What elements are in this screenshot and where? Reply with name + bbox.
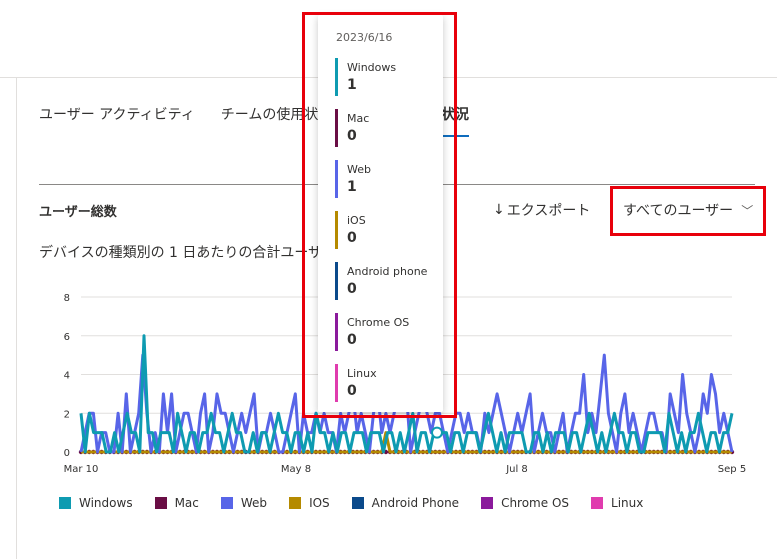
tooltip-row: Linux 0 — [335, 364, 435, 402]
tooltip-color-bar — [335, 262, 338, 300]
legend-label: Chrome OS — [501, 496, 570, 510]
legend-label: Web — [240, 496, 268, 510]
tooltip-series-value: 0 — [347, 383, 357, 399]
export-label: エクスポート — [506, 203, 591, 219]
x-tick-label: Sep 5 — [718, 464, 746, 475]
user-filter-dropdown[interactable]: すべてのユーザー ﹀ — [623, 200, 753, 220]
legend-label: Android Phone — [371, 496, 460, 510]
export-button[interactable]: ↓ エクスポート — [493, 200, 590, 220]
highlight-filter-box — [610, 186, 766, 236]
tooltip-row: Windows 1 — [335, 58, 435, 96]
card-title: ユーザー総数 — [39, 205, 117, 220]
legend-swatch — [481, 497, 494, 509]
tooltip-row: Web 1 — [335, 160, 435, 198]
tooltip-series-name: Android phone — [347, 265, 428, 278]
series-line-windows — [79, 334, 734, 454]
tooltip-date: 2023/6/16 — [336, 31, 393, 44]
y-tick-label: 8 — [64, 293, 70, 304]
tooltip-color-bar — [335, 109, 338, 147]
tooltip-color-bar — [335, 160, 338, 198]
tooltip-color-bar — [335, 364, 338, 402]
legend-item[interactable]: Windows — [59, 496, 133, 510]
x-tick-label: May 8 — [281, 464, 311, 475]
highlight-tooltip-box — [302, 12, 457, 418]
tooltip-row: iOS 0 — [335, 211, 435, 249]
nav-divider — [16, 78, 17, 559]
legend-swatch — [351, 497, 364, 509]
legend-swatch — [154, 497, 167, 509]
legend-label: IOS — [309, 496, 330, 510]
legend-swatch — [59, 497, 71, 509]
tooltip-color-bar — [335, 313, 338, 351]
y-tick-label: 0 — [64, 448, 70, 459]
tooltip-series-value: 0 — [347, 128, 357, 144]
download-icon: ↓ — [493, 202, 505, 218]
legend-swatch — [591, 497, 604, 509]
tooltip-series-name: iOS — [347, 214, 366, 227]
legend-item[interactable]: Web — [220, 496, 268, 510]
tab-teams-usage[interactable]: チームの使用状 — [220, 107, 319, 123]
legend-item[interactable]: Mac — [154, 496, 199, 510]
tooltip-series-name: Web — [347, 163, 371, 176]
y-tick-label: 6 — [64, 332, 70, 343]
hover-marker — [431, 426, 443, 439]
x-tick-label: Jul 8 — [505, 464, 528, 475]
tab-bar: ユーザー アクティビティ チームの使用状 — [39, 104, 318, 124]
tooltip-series-value: 0 — [347, 230, 357, 246]
tooltip-row: Android phone 0 — [335, 262, 435, 300]
tooltip-color-bar — [335, 211, 338, 249]
series-line-ios — [81, 431, 732, 454]
legend-label: Windows — [79, 496, 133, 510]
legend-label: Mac — [174, 496, 199, 510]
tooltip-series-value: 1 — [347, 179, 357, 195]
legend-item[interactable]: Android Phone — [351, 496, 460, 510]
tooltip-series-name: Mac — [347, 112, 370, 125]
tooltip-series-value: 0 — [347, 332, 357, 348]
legend-swatch — [289, 497, 302, 509]
tooltip-row: Chrome OS 0 — [335, 313, 435, 351]
tooltip-color-bar — [335, 58, 338, 96]
active-tab-indicator — [436, 135, 469, 137]
data-tooltip: 2023/6/16 Windows 1 Mac 0 Web 1 iOS 0 Android ph… — [318, 15, 443, 412]
legend-item[interactable]: Linux — [591, 496, 643, 510]
y-tick-label: 4 — [64, 371, 70, 382]
legend-item[interactable]: IOS — [289, 496, 330, 510]
tooltip-series-name: Windows — [347, 61, 397, 74]
y-tick-label: 2 — [64, 409, 70, 420]
user-filter-label: すべてのユーザー — [623, 203, 734, 219]
legend-label: Linux — [611, 496, 644, 510]
tooltip-series-value: 0 — [347, 281, 357, 297]
x-tick-label: Mar 10 — [64, 464, 99, 475]
legend-swatch — [220, 497, 233, 509]
chart-subtitle: デバイスの種類別の 1 日あたりの合計ユーザ — [39, 245, 323, 261]
legend-item[interactable]: Chrome OS — [481, 496, 569, 510]
tab-user-activity[interactable]: ユーザー アクティビティ — [39, 107, 195, 123]
tooltip-series-name: Linux — [347, 367, 377, 380]
tooltip-series-name: Chrome OS — [347, 316, 410, 329]
tooltip-row: Mac 0 — [335, 109, 435, 147]
chevron-down-icon: ﹀ — [741, 203, 754, 218]
chart-legend: Windows Mac Web IOS Android Phone Chrome OS Li… — [59, 496, 643, 510]
tooltip-series-value: 1 — [347, 77, 357, 93]
